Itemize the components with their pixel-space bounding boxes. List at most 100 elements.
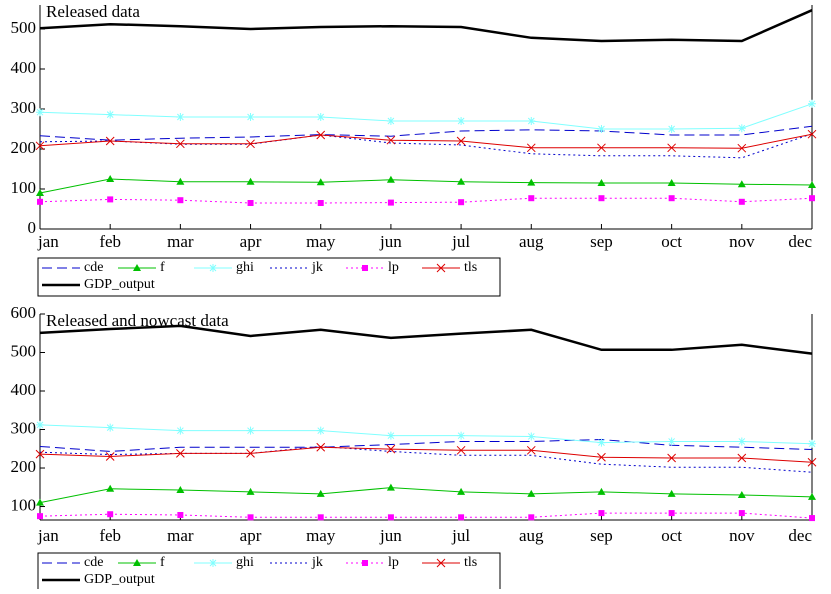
x-tick-label: oct (661, 232, 682, 251)
legend-label: jk (311, 260, 323, 275)
data-point (107, 511, 114, 518)
data-point (36, 420, 44, 429)
series-line (39, 446, 813, 463)
legend-marker (362, 265, 368, 271)
data-point (667, 453, 676, 463)
data-point (809, 515, 815, 522)
legend-label: lp (388, 555, 399, 570)
data-point (667, 437, 676, 446)
series-line (39, 133, 813, 159)
x-tick-label: may (306, 526, 336, 545)
data-point (526, 143, 536, 153)
data-point (597, 438, 606, 447)
data-point (527, 432, 536, 441)
x-tick-label: dec (788, 232, 812, 251)
y-tick-label: 200 (11, 138, 37, 157)
data-point (809, 195, 815, 202)
y-tick-label: 600 (11, 303, 37, 322)
data-point (457, 117, 466, 125)
y-tick-label: 100 (11, 495, 37, 514)
data-point (737, 180, 746, 188)
x-tick-label: aug (519, 232, 544, 251)
y-tick-label: 300 (11, 98, 37, 117)
data-point (528, 514, 535, 521)
legend-marker (133, 264, 141, 271)
legend-label: GDP_output (84, 572, 155, 587)
series-line (39, 324, 813, 355)
data-point (316, 426, 325, 435)
data-point (176, 139, 185, 149)
data-point (458, 199, 465, 206)
data-point (386, 431, 395, 440)
data-point (247, 514, 254, 521)
x-tick-label: jan (37, 232, 59, 251)
y-tick-label: 500 (11, 18, 37, 37)
data-point (807, 457, 817, 467)
legend-marker (362, 560, 368, 566)
legend-marker (436, 558, 446, 568)
data-point (738, 198, 745, 205)
x-tick-label: jun (379, 232, 402, 251)
data-point (387, 514, 394, 521)
data-point (738, 510, 745, 517)
data-point (35, 449, 45, 459)
legend-marker (209, 264, 217, 272)
data-point (107, 196, 114, 203)
x-tick-label: dec (788, 526, 812, 545)
data-point (528, 195, 535, 202)
data-point (456, 445, 466, 455)
x-tick-label: jul (451, 232, 470, 251)
data-point (667, 179, 676, 186)
data-point (105, 136, 115, 146)
legend-marker (209, 559, 217, 567)
series-line (39, 445, 813, 473)
data-point (386, 117, 395, 125)
data-point (36, 189, 44, 196)
data-point (176, 113, 185, 121)
x-tick-label: nov (729, 526, 755, 545)
x-tick-label: oct (661, 526, 682, 545)
x-tick-label: jun (379, 526, 402, 545)
series-line (39, 424, 813, 445)
data-point (526, 445, 536, 455)
x-tick-label: jan (37, 526, 59, 545)
legend-label: cde (84, 260, 103, 275)
data-point (317, 200, 324, 206)
legend-label: f (160, 555, 165, 570)
legend-label: cde (84, 555, 103, 570)
series-line (39, 197, 813, 204)
legend-label: lp (388, 260, 399, 275)
data-point (247, 200, 254, 206)
data-point (527, 178, 536, 186)
data-point (37, 198, 43, 205)
data-point (35, 141, 45, 151)
data-point (457, 431, 466, 440)
series-line (39, 9, 813, 43)
data-point (246, 177, 255, 185)
data-point (667, 125, 676, 133)
data-point (176, 177, 185, 185)
data-point (106, 423, 115, 432)
y-tick-label: 400 (11, 58, 37, 77)
x-tick-label: mar (167, 232, 194, 251)
data-point (387, 199, 394, 206)
legend (37, 257, 501, 297)
data-point (316, 113, 325, 121)
x-tick-label: apr (240, 232, 262, 251)
data-point (457, 177, 466, 185)
x-tick-label: nov (729, 232, 755, 251)
data-point (598, 510, 605, 517)
legend-marker (133, 559, 141, 566)
y-tick-label: 100 (11, 178, 37, 197)
data-point (668, 510, 675, 517)
x-tick-label: jul (451, 526, 470, 545)
x-tick-label: aug (519, 526, 544, 545)
data-point (597, 125, 606, 133)
series-line (39, 103, 813, 130)
x-tick-label: sep (590, 232, 613, 251)
data-point (386, 444, 396, 454)
data-point (737, 490, 746, 498)
legend-label: f (160, 260, 165, 275)
